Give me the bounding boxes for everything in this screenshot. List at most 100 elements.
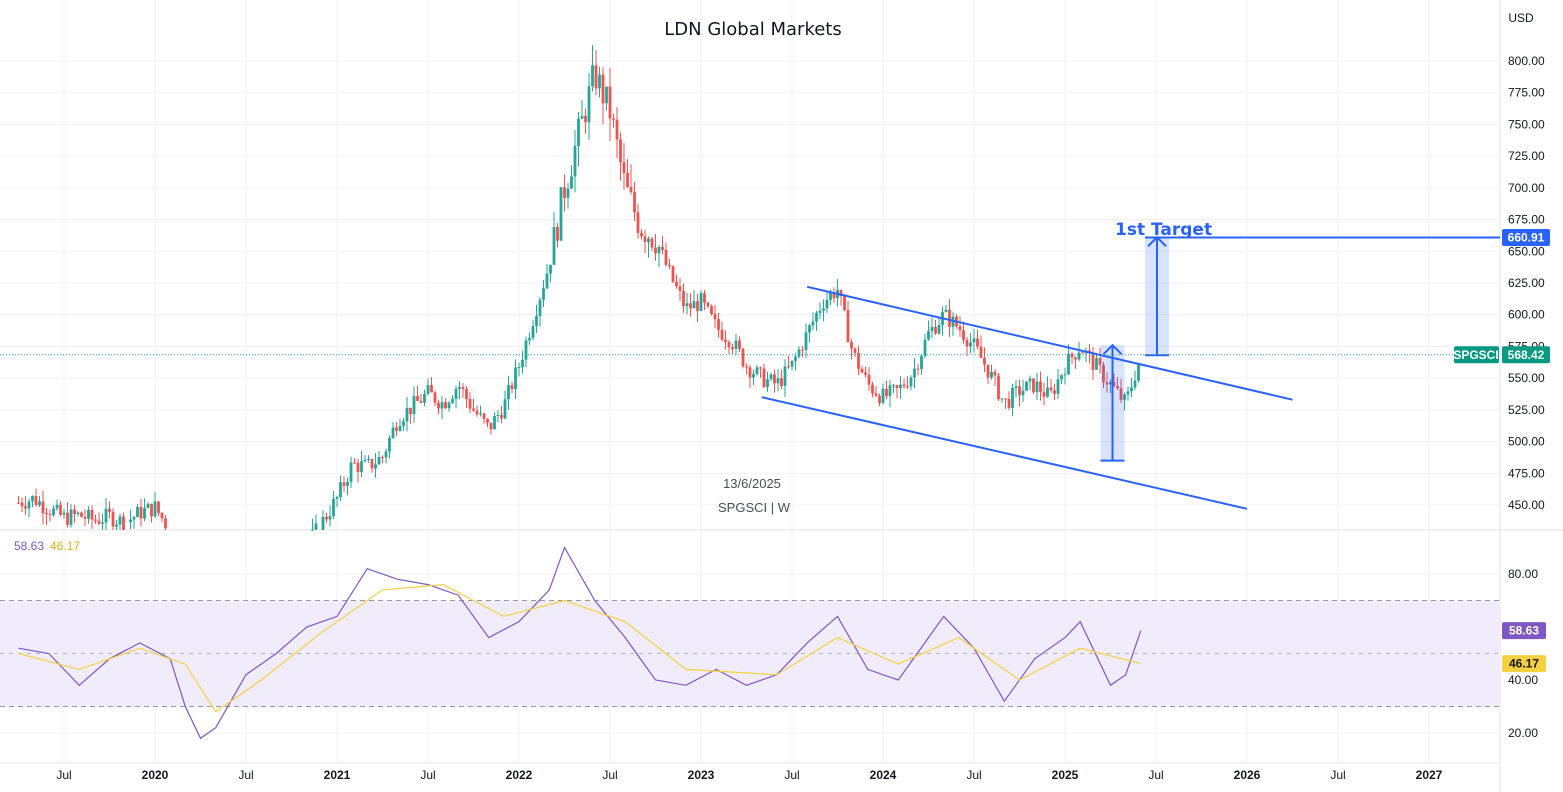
target-annotation[interactable]: 1st Target [1115, 220, 1212, 240]
candle-body[interactable] [580, 115, 584, 119]
candle-body[interactable] [895, 385, 899, 389]
candle-body[interactable] [412, 396, 416, 415]
candle-body[interactable] [692, 301, 696, 309]
candle-body[interactable] [472, 408, 475, 411]
candle-body[interactable] [1133, 380, 1137, 388]
price-pane[interactable] [0, 0, 1500, 530]
candle-body[interactable] [45, 513, 48, 515]
candle-body[interactable] [496, 414, 500, 416]
candle-body[interactable] [1112, 382, 1116, 386]
candle-body[interactable] [132, 517, 136, 520]
candle-body[interactable] [997, 375, 1000, 400]
candle-body[interactable] [601, 74, 605, 104]
candle-body[interactable] [339, 482, 342, 498]
candle-body[interactable] [1046, 387, 1049, 397]
candle-body[interactable] [899, 384, 902, 389]
candle-body[interactable] [374, 464, 377, 469]
candle-body[interactable] [762, 368, 766, 387]
candle-body[interactable] [811, 321, 815, 326]
candle-body[interactable] [139, 506, 143, 519]
candle-body[interactable] [437, 402, 440, 409]
candle-body[interactable] [451, 398, 454, 403]
candle-body[interactable] [776, 378, 780, 384]
candle-body[interactable] [909, 377, 913, 387]
candle-body[interactable] [759, 367, 762, 369]
candle-body[interactable] [24, 506, 27, 509]
candle-body[interactable] [1060, 375, 1063, 380]
candle-body[interactable] [801, 349, 804, 351]
drawings-group[interactable] [761, 235, 1500, 510]
candle-body[interactable] [710, 306, 713, 315]
candle-body[interactable] [983, 357, 986, 365]
candle-body[interactable] [948, 309, 951, 327]
candle-body[interactable] [689, 303, 692, 309]
candle-body[interactable] [1102, 364, 1105, 383]
candle-body[interactable] [367, 459, 370, 461]
candle-body[interactable] [661, 247, 664, 250]
candle-body[interactable] [647, 238, 650, 242]
candle-body[interactable] [486, 418, 489, 423]
candle-body[interactable] [713, 314, 717, 320]
candle-body[interactable] [969, 342, 972, 347]
candle-body[interactable] [769, 374, 773, 380]
candle-body[interactable] [164, 518, 167, 529]
candle-body[interactable] [972, 338, 976, 343]
candle-body[interactable] [517, 367, 521, 369]
candle-body[interactable] [965, 339, 969, 347]
candle-body[interactable] [1074, 357, 1077, 360]
candle-body[interactable] [881, 388, 885, 403]
candle-body[interactable] [398, 425, 402, 431]
candle-body[interactable] [741, 348, 745, 367]
candle-body[interactable] [493, 415, 496, 430]
candle-body[interactable] [636, 212, 640, 233]
candle-body[interactable] [552, 227, 556, 265]
candle-body[interactable] [160, 512, 164, 519]
candle-body[interactable] [353, 462, 356, 464]
candle-body[interactable] [766, 379, 769, 387]
candle-body[interactable] [41, 501, 45, 514]
candle-body[interactable] [703, 293, 706, 303]
candle-body[interactable] [587, 86, 591, 123]
candle-body[interactable] [902, 384, 906, 387]
candle-body[interactable] [465, 389, 468, 399]
candle-body[interactable] [678, 286, 682, 291]
candle-body[interactable] [48, 514, 52, 516]
candle-body[interactable] [346, 481, 349, 486]
candle-body[interactable] [864, 372, 867, 375]
candle-body[interactable] [731, 347, 734, 349]
candle-body[interactable] [937, 324, 941, 334]
candle-body[interactable] [332, 498, 335, 517]
candle-body[interactable] [97, 520, 101, 524]
candle-body[interactable] [808, 325, 811, 333]
candle-body[interactable] [556, 227, 559, 241]
candle-body[interactable] [90, 509, 94, 520]
candle-body[interactable] [1130, 387, 1133, 392]
candle-body[interactable] [643, 236, 647, 242]
candle-body[interactable] [363, 459, 367, 462]
candle-body[interactable] [563, 187, 566, 198]
candle-body[interactable] [577, 118, 580, 147]
candle-body[interactable] [608, 86, 612, 119]
candle-body[interactable] [846, 309, 850, 343]
candle-body[interactable] [815, 313, 818, 322]
candle-body[interactable] [871, 384, 874, 394]
candle-body[interactable] [69, 509, 73, 525]
candle-body[interactable] [433, 392, 437, 403]
candle-body[interactable] [878, 395, 881, 403]
candle-body[interactable] [461, 387, 465, 390]
candle-body[interactable] [405, 407, 409, 422]
candle-body[interactable] [1119, 388, 1123, 400]
candle-body[interactable] [531, 326, 535, 338]
candle-body[interactable] [633, 191, 636, 213]
candle-body[interactable] [1070, 353, 1074, 358]
candle-body[interactable] [535, 315, 538, 327]
candle-body[interactable] [990, 371, 993, 378]
candle-body[interactable] [773, 374, 776, 384]
candle-body[interactable] [20, 502, 24, 507]
candle-body[interactable] [622, 162, 626, 173]
candle-body[interactable] [720, 329, 724, 340]
candle-body[interactable] [440, 402, 444, 409]
candle-body[interactable] [888, 385, 892, 397]
currency-label[interactable]: USD [1508, 11, 1534, 25]
candle-body[interactable] [885, 388, 888, 397]
